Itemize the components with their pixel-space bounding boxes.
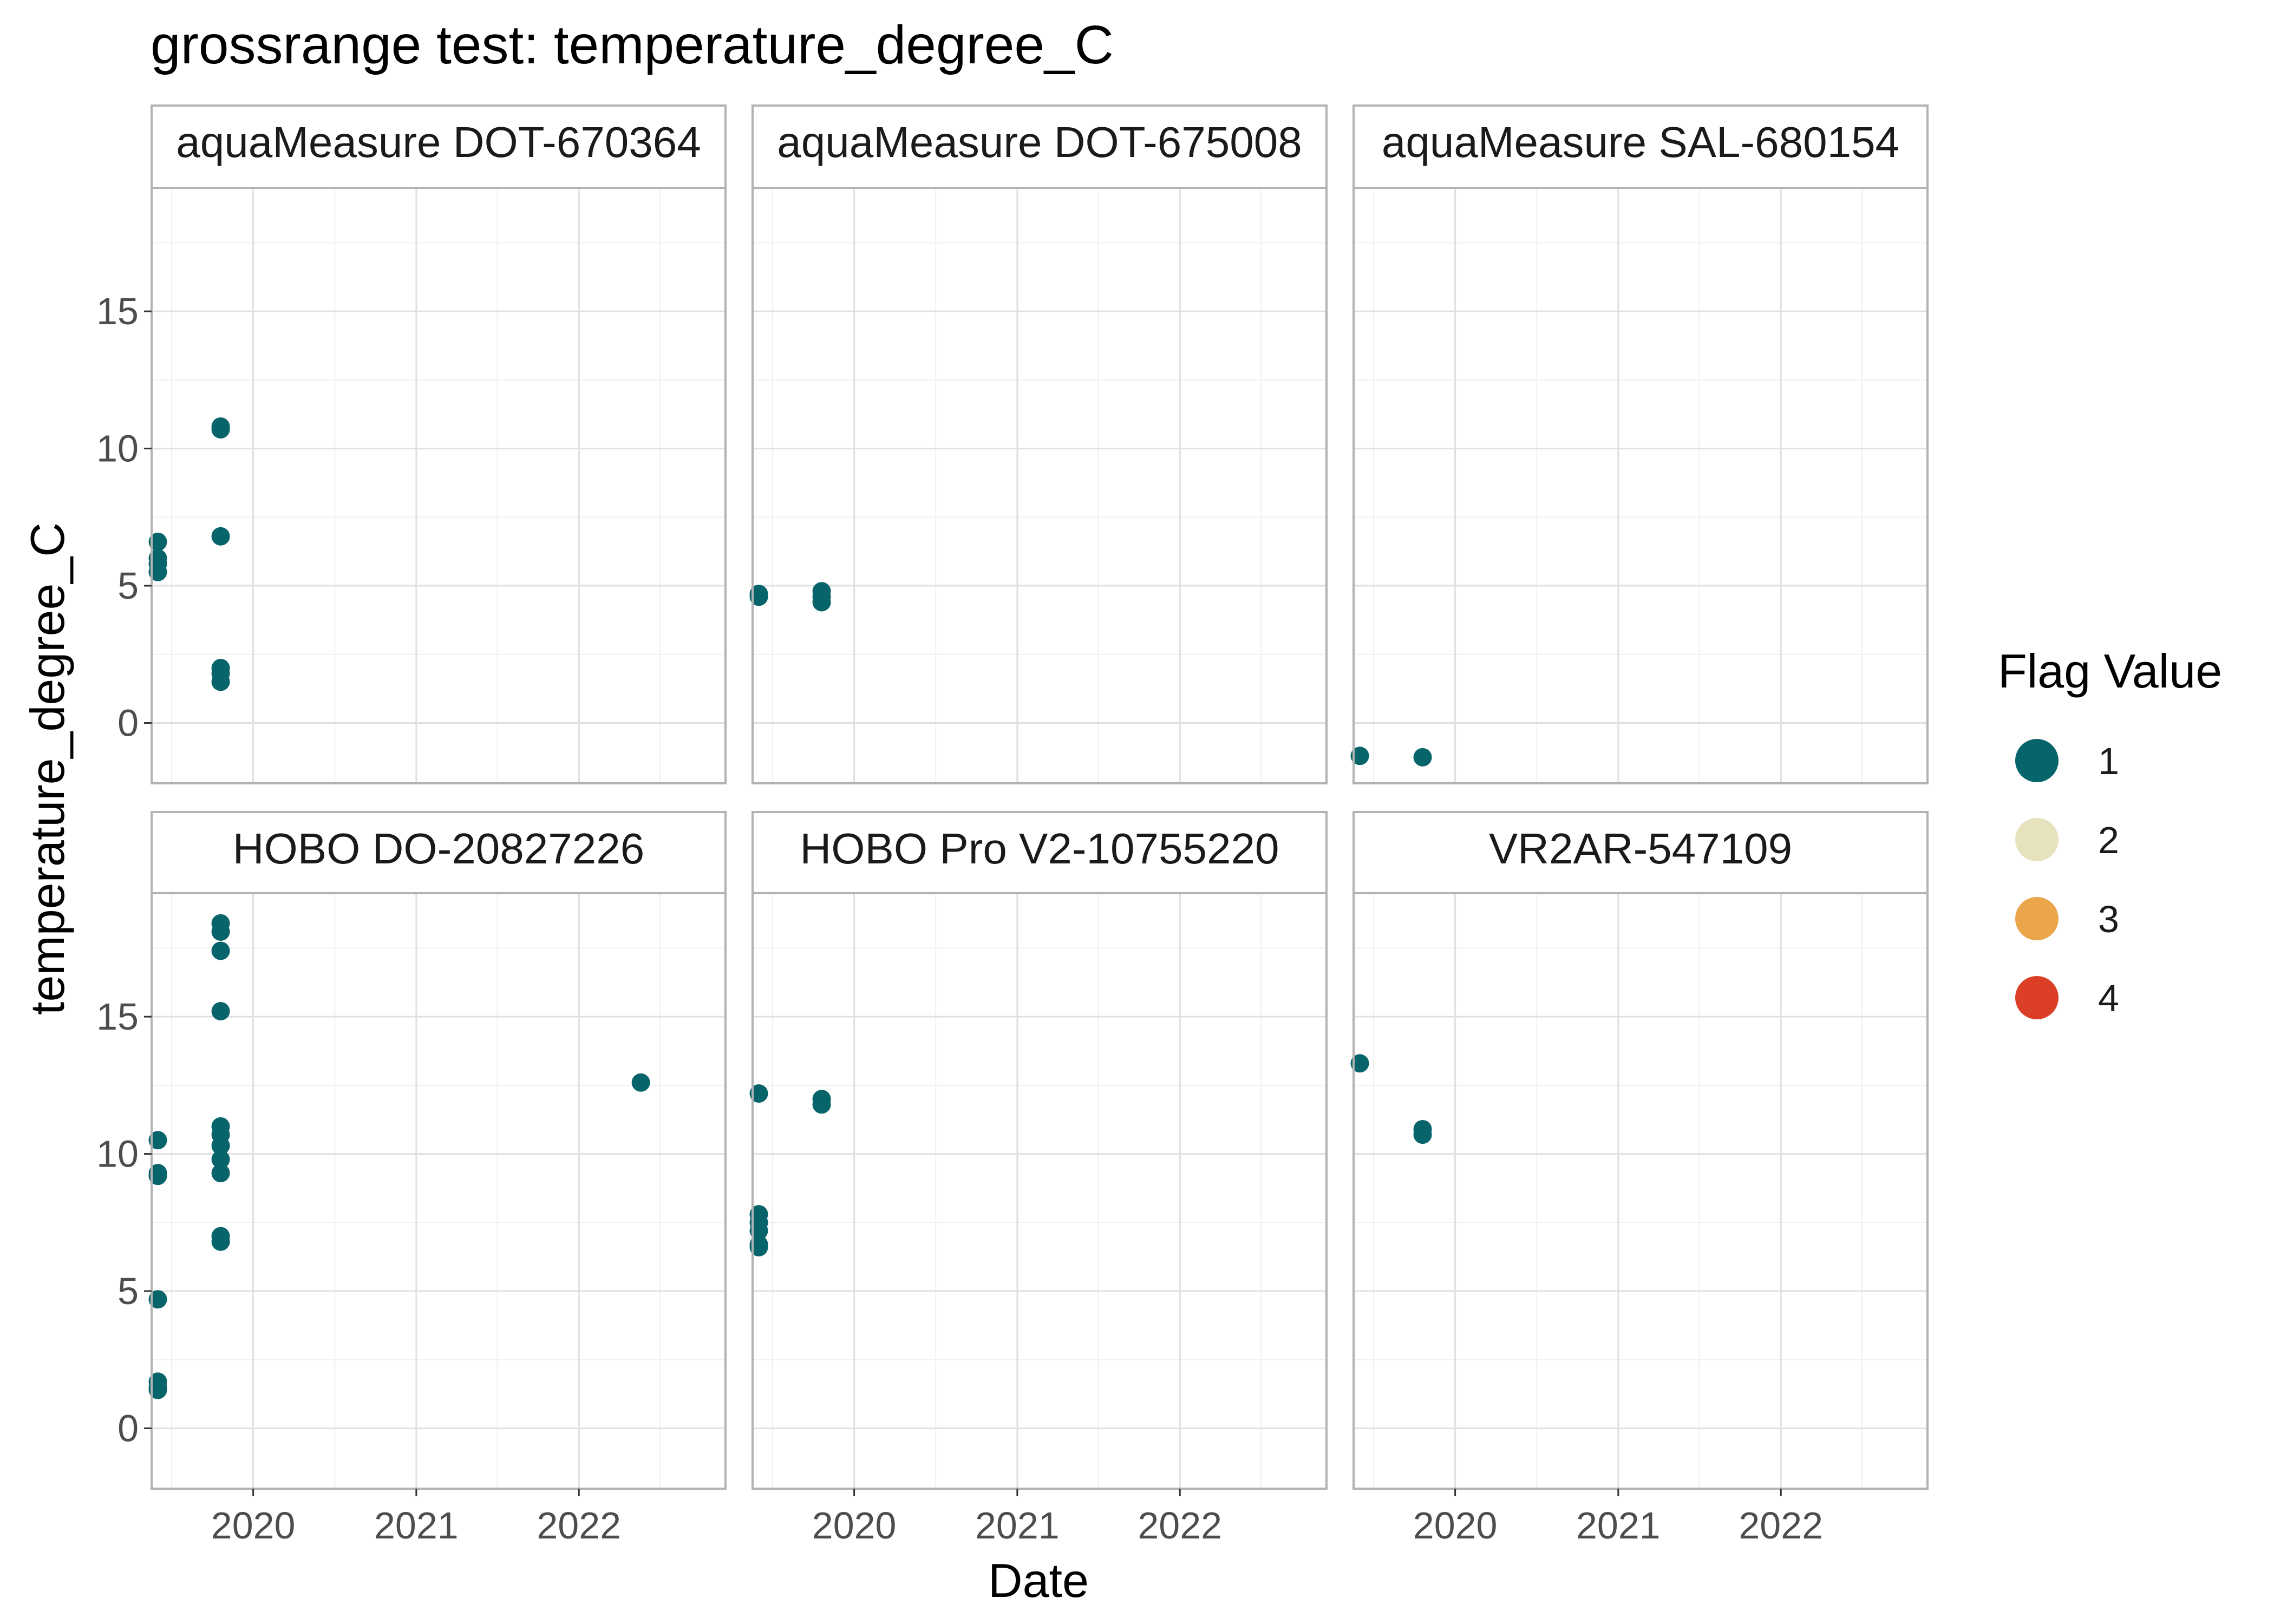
panel-background: [753, 188, 1327, 783]
legend-label: 3: [2098, 898, 2119, 940]
panel-background: [753, 893, 1327, 1489]
legend-label: 2: [2098, 819, 2119, 861]
facet-strip-label: aquaMeasure SAL-680154: [1382, 118, 1899, 166]
facet-panel: aquaMeasure SAL-680154: [1350, 104, 1929, 784]
legend-key: [2015, 897, 2059, 940]
legend-key: [2015, 976, 2059, 1019]
data-point: [749, 1237, 768, 1256]
data-point: [211, 420, 230, 439]
facet-strip-label: HOBO Pro V2-10755220: [800, 824, 1279, 873]
x-tick-label: 2022: [537, 1504, 621, 1547]
facet-panel: HOBO DO-20827226 0 5 10 15 2020 2021 2022: [96, 811, 727, 1547]
facet-strip: [1352, 104, 1929, 189]
data-point: [1413, 748, 1432, 767]
data-point: [211, 922, 230, 941]
panel-background: [152, 893, 726, 1489]
facet-strip: [752, 811, 1328, 894]
facet-panel: aquaMeasure DOT-670364 0 5 10 15: [96, 104, 727, 784]
y-tick-label: 0: [117, 1407, 139, 1449]
y-axis-label: temperature_degree_C: [21, 522, 74, 1015]
legend-item: 3: [2015, 897, 2119, 940]
y-tick-label: 5: [117, 565, 139, 607]
x-tick-label: 2022: [1138, 1504, 1222, 1547]
facet-panel: aquaMeasure DOT-675008: [749, 104, 1328, 784]
data-point: [211, 1001, 230, 1020]
facet-strip-label: HOBO DO-20827226: [233, 824, 644, 873]
x-tick-label: 2022: [1739, 1504, 1823, 1547]
legend-key: [2015, 818, 2059, 861]
facet-panel: VR2AR-547109 2020 2021 2022: [1350, 811, 1929, 1547]
data-point: [749, 1221, 768, 1240]
data-point: [148, 1290, 167, 1309]
y-tick-label: 15: [96, 996, 139, 1038]
panel-background: [152, 188, 726, 783]
data-point: [148, 1167, 167, 1186]
panel-background: [1354, 188, 1927, 783]
x-tick-label: 2020: [211, 1504, 296, 1547]
legend-item: 4: [2015, 976, 2119, 1019]
data-point: [148, 1131, 167, 1150]
data-point: [812, 1095, 831, 1114]
data-point: [211, 1150, 230, 1169]
y-tick-label: 10: [96, 428, 139, 470]
data-point: [749, 587, 768, 606]
y-tick-label: 0: [117, 702, 139, 744]
y-tick-label: 10: [96, 1133, 139, 1175]
legend: Flag Value 1 2 3 4: [1998, 644, 2222, 1019]
facet-strip: [752, 104, 1328, 189]
data-point: [148, 1380, 167, 1399]
data-point: [631, 1073, 650, 1092]
data-point: [211, 527, 230, 546]
x-tick-label: 2020: [1413, 1504, 1498, 1547]
x-axis-label: Date: [988, 1554, 1089, 1607]
legend-label: 1: [2098, 740, 2119, 782]
panel-border: [1352, 892, 1929, 1490]
data-point: [1413, 1125, 1432, 1144]
panel-border: [752, 892, 1328, 1490]
panel-border: [752, 187, 1328, 784]
legend-item: 1: [2015, 739, 2119, 782]
facet-panels: aquaMeasure DOT-670364051015aquaMeasure …: [96, 104, 1929, 1547]
x-tick-label: 2021: [374, 1504, 459, 1547]
panel-border: [151, 187, 727, 784]
data-point: [211, 1232, 230, 1251]
y-tick-label: 15: [96, 290, 139, 332]
data-point: [812, 593, 831, 612]
facet-strip: [151, 104, 727, 189]
y-tick-label: 5: [117, 1270, 139, 1312]
facet-strip: [151, 811, 727, 894]
data-point: [211, 1164, 230, 1183]
legend-title: Flag Value: [1998, 644, 2222, 698]
data-point: [211, 941, 230, 960]
legend-label: 4: [2098, 977, 2119, 1019]
data-point: [148, 532, 167, 551]
legend-item: 2: [2015, 818, 2119, 861]
data-point: [148, 562, 167, 581]
x-tick-label: 2021: [975, 1504, 1060, 1547]
legend-key: [2015, 739, 2059, 782]
facet-strip-label: aquaMeasure DOT-675008: [777, 118, 1302, 166]
panel-background: [1354, 893, 1927, 1489]
data-point: [211, 1136, 230, 1155]
facet-strip-label: VR2AR-547109: [1489, 824, 1792, 873]
panel-border: [1352, 187, 1929, 784]
panel-border: [151, 892, 727, 1490]
facet-strip-label: aquaMeasure DOT-670364: [176, 118, 701, 166]
facet-panel: HOBO Pro V2-10755220 2020 2021 2022: [749, 811, 1328, 1547]
data-point: [749, 1084, 768, 1103]
data-point: [1350, 746, 1369, 765]
x-tick-label: 2020: [812, 1504, 897, 1547]
chart-title: grossrange test: temperature_degree_C: [151, 15, 1114, 75]
data-point: [1350, 1054, 1369, 1073]
x-tick-label: 2021: [1576, 1504, 1661, 1547]
data-point: [211, 672, 230, 691]
